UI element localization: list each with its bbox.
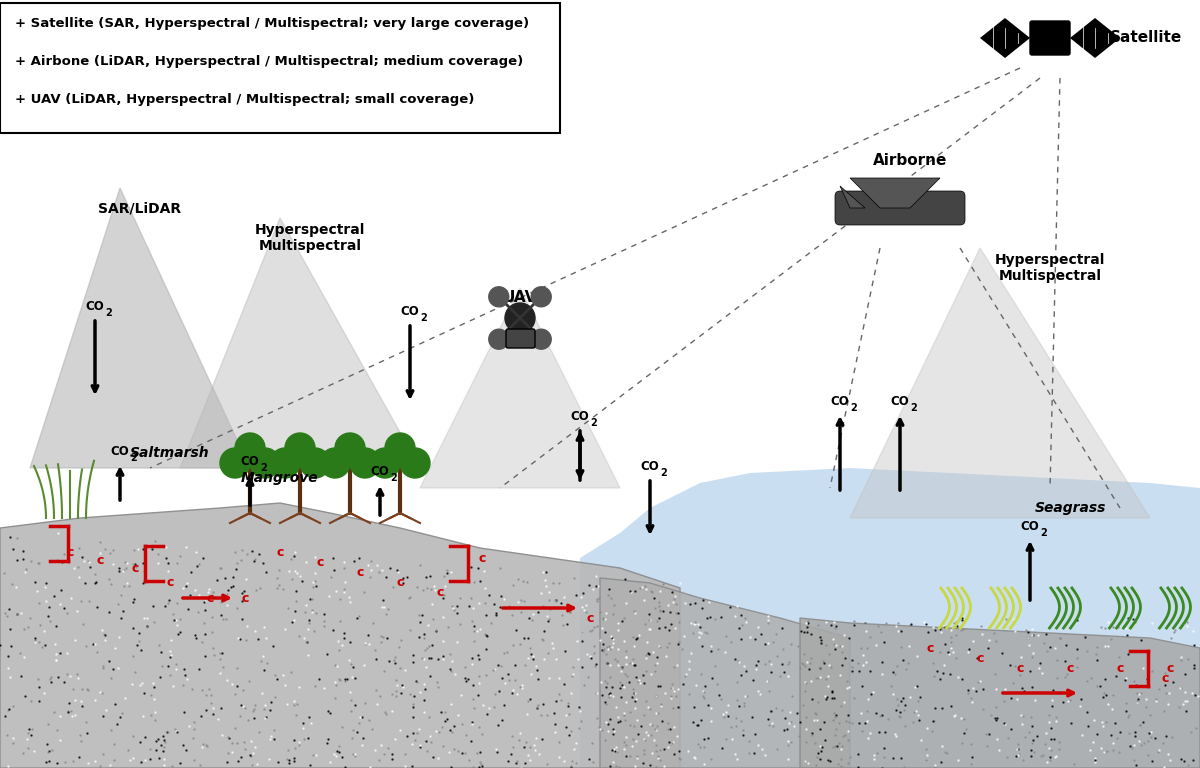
Circle shape	[235, 433, 265, 463]
Circle shape	[335, 433, 365, 463]
Circle shape	[370, 448, 400, 478]
Text: SAR/LiDAR: SAR/LiDAR	[98, 201, 181, 215]
FancyBboxPatch shape	[0, 3, 560, 133]
Circle shape	[250, 448, 280, 478]
Text: + UAV (LiDAR, Hyperspectral / Multispectral; small coverage): + UAV (LiDAR, Hyperspectral / Multispect…	[14, 92, 474, 105]
Circle shape	[385, 433, 415, 463]
Text: CO: CO	[641, 460, 659, 473]
Text: c: c	[276, 547, 283, 560]
Circle shape	[532, 329, 551, 349]
Text: 2: 2	[1040, 528, 1046, 538]
Circle shape	[270, 448, 300, 478]
Text: CO: CO	[1021, 520, 1039, 533]
Text: c: c	[587, 611, 594, 624]
Circle shape	[505, 303, 535, 333]
Text: 2: 2	[390, 473, 397, 483]
Circle shape	[400, 448, 430, 478]
Text: CO: CO	[830, 395, 850, 408]
Text: c: c	[437, 587, 444, 600]
Text: Seagrass: Seagrass	[1034, 501, 1105, 515]
Circle shape	[220, 448, 250, 478]
Text: c: c	[317, 557, 324, 570]
Circle shape	[532, 286, 551, 306]
Text: c: c	[977, 651, 984, 664]
Text: c: c	[206, 591, 214, 604]
Text: c: c	[1162, 671, 1169, 684]
Text: c: c	[926, 641, 934, 654]
Text: Mangrove: Mangrove	[241, 471, 319, 485]
Text: c: c	[241, 591, 248, 604]
Polygon shape	[800, 618, 1200, 768]
Text: c: c	[1067, 661, 1074, 674]
Polygon shape	[840, 186, 865, 208]
Text: Airborne: Airborne	[872, 153, 947, 168]
Text: c: c	[131, 561, 139, 574]
Text: c: c	[1166, 661, 1174, 674]
FancyBboxPatch shape	[506, 329, 535, 348]
Text: 2: 2	[910, 403, 917, 413]
Text: CO: CO	[110, 445, 130, 458]
Text: Saltmarsh: Saltmarsh	[130, 446, 210, 460]
Polygon shape	[850, 178, 940, 208]
Text: c: c	[1116, 661, 1123, 674]
Polygon shape	[850, 248, 1150, 518]
Text: c: c	[356, 567, 364, 580]
Text: Hyperspectral
Multispectral: Hyperspectral Multispectral	[254, 223, 365, 253]
Polygon shape	[420, 288, 620, 488]
Text: 2: 2	[590, 418, 596, 428]
Text: Satellite: Satellite	[1110, 31, 1182, 45]
Circle shape	[350, 448, 380, 478]
Text: CO: CO	[371, 465, 389, 478]
Text: 2: 2	[130, 453, 137, 463]
Polygon shape	[1070, 18, 1120, 58]
Text: CO: CO	[85, 300, 104, 313]
Text: c: c	[396, 577, 403, 590]
Polygon shape	[600, 578, 850, 768]
Text: 2: 2	[660, 468, 667, 478]
Polygon shape	[180, 218, 420, 468]
Circle shape	[320, 448, 350, 478]
Text: 2: 2	[420, 313, 427, 323]
Text: 2: 2	[106, 308, 112, 318]
Polygon shape	[580, 468, 1200, 768]
Text: 2: 2	[260, 463, 266, 473]
Text: c: c	[479, 551, 486, 564]
Text: c: c	[1016, 661, 1024, 674]
Circle shape	[300, 448, 330, 478]
Text: CO: CO	[571, 410, 589, 423]
Text: c: c	[96, 554, 103, 567]
Text: UAV: UAV	[503, 290, 538, 306]
Text: CO: CO	[401, 305, 419, 318]
Polygon shape	[980, 18, 1030, 58]
Text: CO: CO	[241, 455, 259, 468]
Text: c: c	[66, 547, 73, 560]
Polygon shape	[30, 188, 250, 468]
Text: 2: 2	[850, 403, 857, 413]
Polygon shape	[0, 503, 680, 768]
Circle shape	[286, 433, 314, 463]
Circle shape	[488, 329, 509, 349]
Text: c: c	[167, 577, 174, 590]
Circle shape	[488, 286, 509, 306]
Text: + Satellite (SAR, Hyperspectral / Multispectral; very large coverage): + Satellite (SAR, Hyperspectral / Multis…	[14, 16, 529, 29]
Text: + Airbone (LiDAR, Hyperspectral / Multispectral; medium coverage): + Airbone (LiDAR, Hyperspectral / Multis…	[14, 55, 523, 68]
Text: CO: CO	[890, 395, 910, 408]
FancyBboxPatch shape	[835, 191, 965, 225]
FancyBboxPatch shape	[1030, 21, 1070, 55]
Text: Hyperspectral
Multispectral: Hyperspectral Multispectral	[995, 253, 1105, 283]
